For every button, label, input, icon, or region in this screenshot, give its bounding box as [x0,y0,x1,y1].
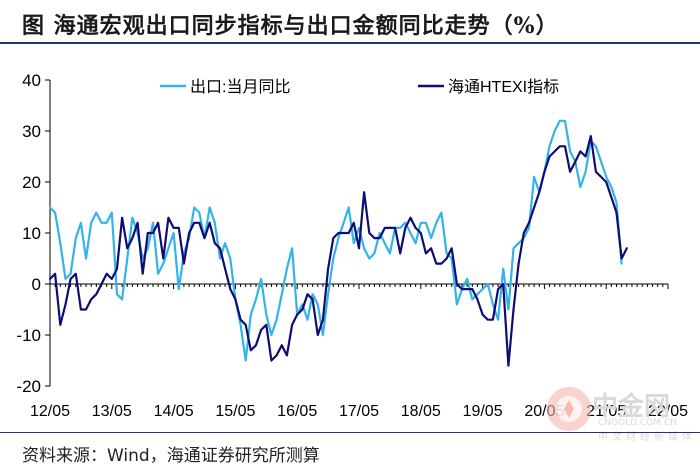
watermark-name: 中金网 [592,392,671,422]
watermark-emblem-icon [547,387,591,431]
y-tick-label: 30 [22,122,41,141]
chart-axes: -20 -10 0 10 20 30 40 12/05 13/05 14/05 15/05 16/05… [16,71,688,420]
x-tick-label: 16/05 [277,403,317,420]
watermark-domain: CNGOLD.COM.CN [598,418,677,428]
title-bar: 图 海通宏观出口同步指标与出口金额同比走势（%） [0,0,700,44]
y-tick-label: -10 [16,326,41,345]
x-tick-label: 21/05 [586,403,626,420]
watermark-subtitle: 中文财经新媒体 [598,432,696,443]
legend-label: 出口:当月同比 [190,78,290,96]
y-tick-label: 40 [22,71,41,90]
y-tick-label: 10 [22,224,41,243]
x-tick-label: 12/05 [30,403,70,420]
legend-label: 海通HTEXI指标 [448,78,559,96]
source-note: 资料来源：Wind，海通证券研究所测算 [22,446,320,466]
series-layer [48,119,628,367]
chart-title: 图 海通宏观出口同步指标与出口金额同比走势（%） [22,13,559,39]
y-tick-label: 0 [32,275,41,294]
x-tick-label: 22/05 [648,403,688,420]
x-tick-label: 19/05 [463,403,503,420]
source-bar: 资料来源：Wind，海通证券研究所测算 [0,432,700,469]
watermark-logo: 中金网 CNGOLD.COM.CN 中文财经新媒体 [540,380,700,443]
series-line-htexi [48,134,628,367]
line-chart: -20 -10 0 10 20 30 40 12/05 13/05 14/05 15/05 16/05… [16,71,688,420]
y-tick-label: 20 [22,173,41,192]
x-tick-label: 17/05 [339,403,379,420]
x-tick-label: 15/05 [215,403,255,420]
y-tick-label: -20 [16,377,41,396]
series-line-export-yoy [48,119,623,362]
legend: 出口:当月同比 海通HTEXI指标 [160,78,559,96]
x-tick-label: 13/05 [92,403,132,420]
x-tick-label: 14/05 [154,403,194,420]
x-tick-label: 18/05 [401,403,441,420]
